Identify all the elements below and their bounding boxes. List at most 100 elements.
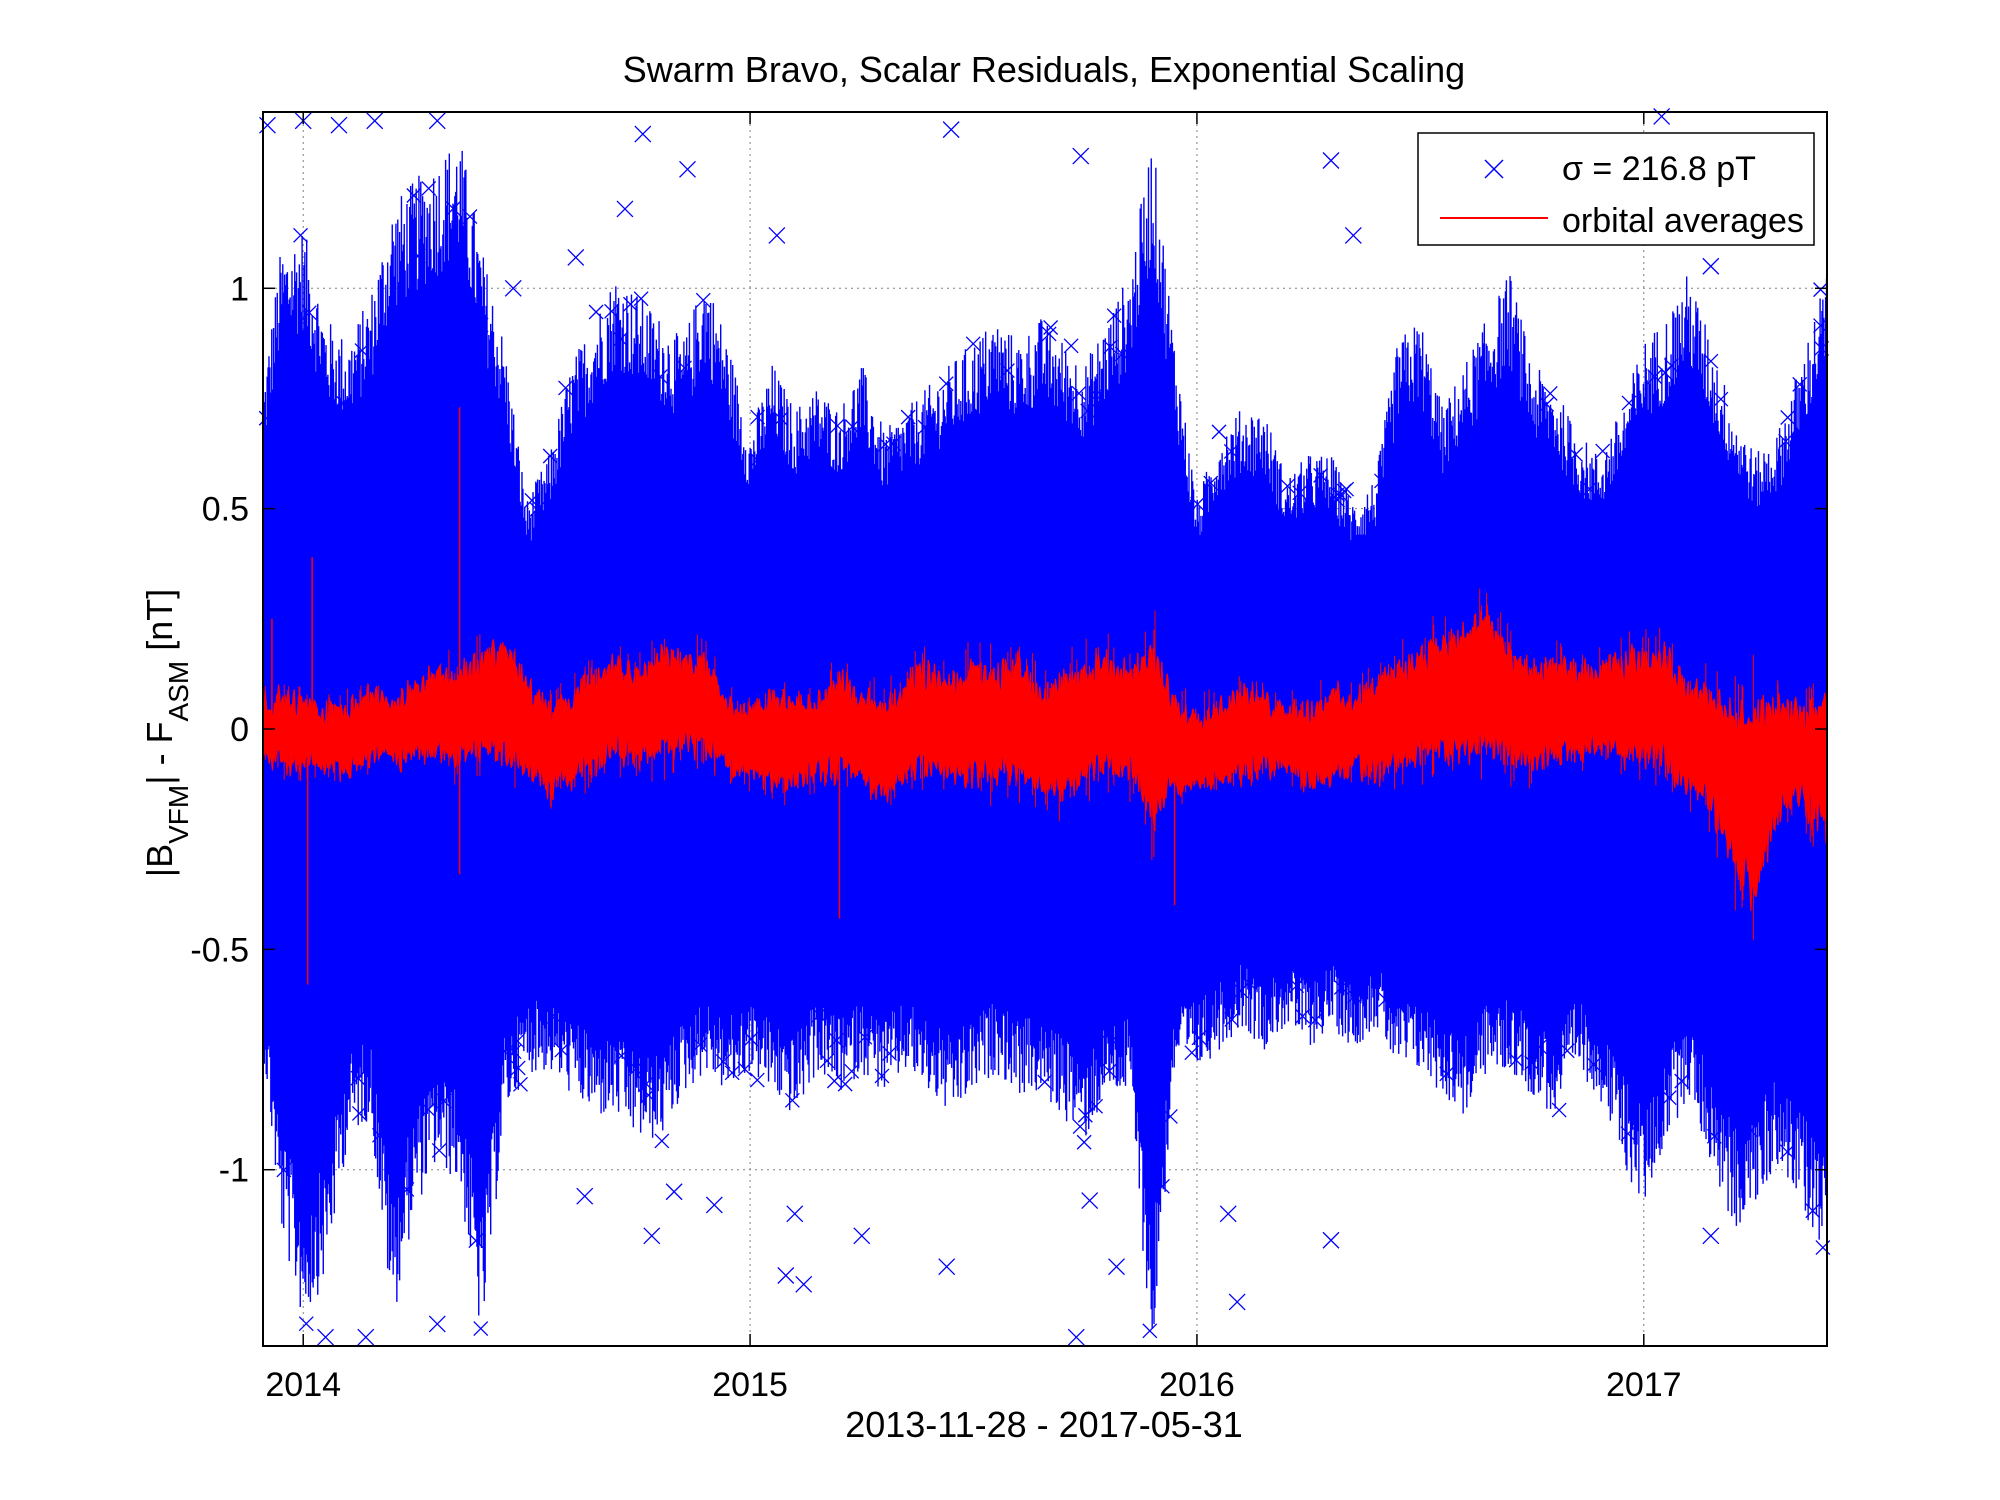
residual-marker: [1778, 433, 1794, 449]
residual-marker: [999, 363, 1015, 379]
residual-marker: [1071, 385, 1087, 401]
residual-marker: [1663, 358, 1679, 374]
residual-marker: [357, 1328, 375, 1346]
residual-marker: [1190, 496, 1206, 512]
residual-marker: [1191, 1030, 1207, 1046]
residual-marker: [1307, 1012, 1323, 1028]
residual-marker: [643, 1227, 661, 1245]
residual-marker: [614, 1048, 629, 1064]
residual-marker: [737, 1061, 753, 1077]
residual-marker: [366, 112, 384, 130]
residual-marker: [857, 1029, 873, 1045]
residual-marker: [885, 436, 901, 452]
axis-ticks: 2014 2015 2016 2017 1 0.5 0 -0.5 -1: [190, 112, 1827, 1404]
residual-marker: [1223, 443, 1239, 459]
residual-marker: [750, 409, 766, 425]
legend-marker-x-icon: [1484, 159, 1504, 179]
residual-marker: [510, 1060, 526, 1076]
residual-marker: [715, 1054, 731, 1070]
residual-marker: [1706, 1128, 1722, 1144]
residual-marker: [421, 180, 437, 196]
y-tick-label: 0.5: [202, 491, 249, 529]
residual-marker: [1674, 1073, 1690, 1089]
residual-marker: [445, 201, 461, 217]
residual-marker: [1532, 1039, 1548, 1055]
residual-marker: [504, 279, 522, 297]
residual-marker: [1080, 403, 1096, 419]
x-tick-label: 2014: [265, 1366, 341, 1404]
residual-marker: [1162, 1108, 1178, 1124]
residual-marker: [1586, 1056, 1602, 1072]
residual-marker: [436, 1093, 452, 1109]
residual-marker: [777, 1267, 795, 1284]
residual-marker: [1780, 410, 1796, 425]
residual-marker: [372, 1127, 387, 1143]
residual-marker: [1559, 1043, 1575, 1059]
residual-marker: [616, 200, 634, 218]
residual-marker: [679, 160, 696, 178]
residual-marker: [542, 448, 558, 464]
residual-marker: [1346, 988, 1362, 1004]
residual-marker: [1088, 1098, 1104, 1114]
residual-marker: [1106, 308, 1122, 324]
residual-marker: [622, 296, 638, 312]
residual-marker: [420, 1102, 436, 1118]
residual-marker: [1067, 1328, 1085, 1346]
residual-marker: [524, 492, 540, 508]
residual-marker: [1077, 1107, 1093, 1123]
residual-marker: [509, 1033, 525, 1049]
residual-marker: [1228, 1293, 1246, 1311]
residual-marker: [513, 1076, 528, 1092]
residual-marker: [1568, 447, 1584, 462]
residual-marker: [1072, 147, 1090, 165]
residual-marker: [724, 1065, 740, 1081]
residual-marker: [695, 292, 711, 308]
residual-marker: [1336, 483, 1352, 499]
residual-marker: [1621, 395, 1637, 411]
residual-marker: [1508, 1052, 1524, 1068]
residual-marker: [468, 1233, 484, 1249]
residual-marker: [298, 1316, 314, 1332]
residual-marker: [336, 395, 352, 411]
residual-marker: [1219, 1205, 1237, 1223]
residual-marker: [613, 331, 629, 347]
residual-marker: [1037, 1074, 1053, 1090]
residual-marker: [853, 1227, 871, 1245]
residual-marker: [317, 1328, 335, 1346]
residual-marker: [1088, 387, 1104, 403]
residual-marker: [399, 1181, 415, 1197]
residual-marker: [773, 411, 789, 427]
residual-marker: [1081, 1192, 1099, 1210]
y-tick-label: 0: [230, 711, 249, 749]
residual-marker: [1813, 318, 1828, 334]
residual-marker: [1072, 1119, 1088, 1135]
residual-marker: [1330, 492, 1346, 508]
residual-marker: [1703, 353, 1719, 369]
residual-marker: [428, 112, 446, 130]
residual-marker: [1792, 376, 1808, 392]
residual-marker: [811, 1007, 827, 1023]
residual-marker: [1322, 1231, 1340, 1249]
residual-marker: [965, 336, 981, 352]
residual-marker: [258, 410, 274, 426]
residual-marker: [1595, 443, 1611, 459]
residual-marker: [1279, 478, 1295, 494]
residual-marker: [330, 116, 348, 134]
residual-marker: [1779, 1144, 1795, 1160]
x-tick-label: 2016: [1159, 1366, 1235, 1404]
y-tick-label: -0.5: [190, 931, 249, 969]
residual-marker: [1063, 338, 1079, 354]
residual-marker: [826, 1073, 842, 1089]
legend-item-residuals: σ = 216.8 pT: [1562, 150, 1756, 188]
residual-marker: [1292, 485, 1308, 501]
residual-marker: [652, 369, 668, 385]
residual-marker: [837, 1076, 853, 1092]
y-tick-label: -1: [219, 1152, 249, 1190]
residual-marker: [276, 1162, 292, 1178]
residual-marker: [1241, 974, 1256, 990]
residual-marker: [1043, 320, 1059, 335]
residual-marker: [1114, 346, 1130, 362]
residual-marker: [431, 1142, 447, 1158]
x-axis-label: 2013-11-28 - 2017-05-31: [845, 1404, 1243, 1445]
residual-marker: [1813, 282, 1829, 298]
